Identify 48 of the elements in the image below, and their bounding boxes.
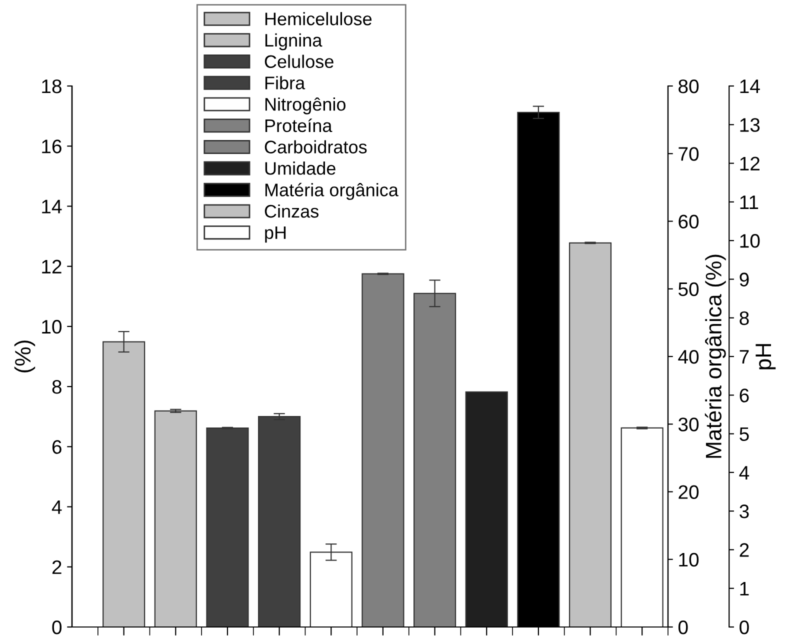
- legend-label: Hemicelulose: [265, 12, 372, 26]
- y2-tick-label: 40: [678, 350, 699, 364]
- y2-tick-label: 50: [678, 282, 699, 296]
- legend-label: Carboidratos: [264, 140, 367, 154]
- y3-tick-label: 9: [740, 272, 749, 286]
- y2-tick-label: 0: [678, 620, 688, 634]
- y-tick-label: 12: [42, 260, 62, 274]
- y2-tick-label: 70: [678, 147, 699, 161]
- y3-tick-label: 11: [740, 196, 758, 209]
- y3-tick-label: 2: [740, 543, 749, 557]
- y2-tick-label: 60: [678, 214, 699, 228]
- y-tick-label: 0: [52, 620, 62, 634]
- y3-tick-label: 8: [740, 311, 749, 326]
- y3-tick-label: 4: [739, 466, 750, 480]
- y3-tick-label: 12: [740, 156, 760, 170]
- y2-tick-label: 10: [679, 552, 699, 567]
- legend-label: Fibra: [265, 76, 306, 90]
- y3-tick-label: 13: [740, 118, 760, 132]
- legend-label: Nitrogênio: [265, 97, 346, 114]
- y-tick-label: 16: [42, 140, 62, 154]
- legend-label: Celulose: [264, 54, 334, 68]
- y-tick-label: 8: [52, 380, 62, 394]
- y2-tick-label: 80: [678, 79, 699, 94]
- y-tick-label: 2: [52, 560, 62, 574]
- y3-tick-label: 5: [740, 427, 749, 442]
- y-tick-label: 10: [42, 320, 62, 334]
- legend-label: Umidade: [265, 162, 336, 175]
- y2-axis-title: Matéria orgânica (%): [704, 254, 726, 458]
- legend-label: Proteína: [265, 118, 332, 132]
- y3-tick-label: 0: [740, 620, 749, 634]
- y3-tick-label: 7: [740, 350, 749, 364]
- y3-axis-title: pH: [756, 344, 776, 370]
- y-axis-title: (%): [14, 340, 36, 372]
- y3-tick-label: 10: [740, 234, 760, 248]
- y-tick-label: 4: [52, 500, 62, 514]
- y-tick-label: 6: [52, 440, 62, 454]
- legend-label: Matéria orgânica: [265, 182, 398, 200]
- legend-label: Cinzas: [264, 204, 319, 218]
- y2-tick-label: 20: [678, 485, 699, 499]
- y3-tick-label: 1: [740, 582, 749, 596]
- y2-tick-label: 30: [678, 418, 699, 432]
- y3-tick-label: 3: [740, 504, 749, 518]
- y-tick-label: 18: [42, 79, 62, 94]
- legend-label: pH: [265, 226, 286, 243]
- y3-tick-label: 6: [740, 388, 749, 402]
- y-tick-label: 14: [42, 200, 62, 214]
- legend-label: Lignina: [265, 33, 322, 50]
- y3-tick-label: 14: [740, 80, 760, 94]
